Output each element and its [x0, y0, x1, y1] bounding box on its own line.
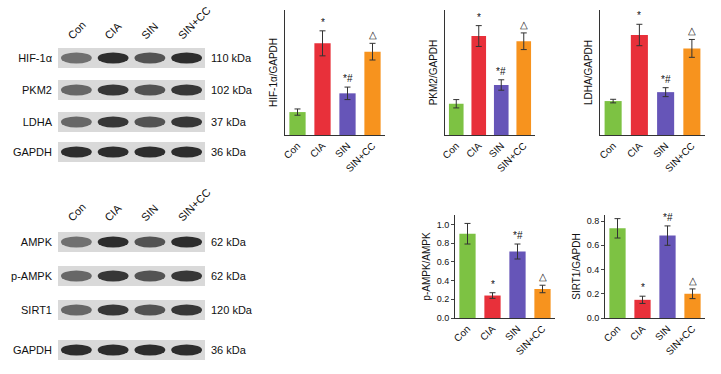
- svg-text:SIN+CC: SIN+CC: [664, 323, 698, 357]
- svg-text:LDHA: LDHA: [23, 116, 53, 128]
- svg-text:p-AMPK/AMPK: p-AMPK/AMPK: [421, 232, 432, 301]
- svg-text:SIN: SIN: [487, 140, 507, 160]
- svg-text:36 kDa: 36 kDa: [211, 344, 247, 356]
- svg-text:SIN+CC: SIN+CC: [344, 140, 378, 174]
- svg-text:62 kDa: 62 kDa: [211, 236, 247, 248]
- svg-text:HIF-1α: HIF-1α: [18, 52, 53, 64]
- svg-text:*: *: [477, 12, 481, 23]
- svg-text:*#: *#: [661, 74, 671, 85]
- svg-text:0.4: 0.4: [437, 276, 450, 286]
- svg-text:*: *: [491, 279, 495, 290]
- svg-text:SIN: SIN: [653, 323, 673, 343]
- svg-text:0.0: 0.0: [587, 313, 600, 323]
- svg-text:CIA: CIA: [102, 201, 124, 223]
- svg-text:Con: Con: [65, 19, 88, 42]
- svg-text:SIN: SIN: [333, 140, 353, 160]
- svg-text:Con: Con: [597, 140, 618, 161]
- svg-text:Con: Con: [602, 323, 623, 344]
- svg-text:△: △: [688, 25, 696, 36]
- svg-text:GAPDH: GAPDH: [13, 146, 52, 158]
- svg-text:SIN+CC: SIN+CC: [514, 323, 548, 357]
- svg-text:SIN: SIN: [139, 202, 160, 223]
- svg-text:120 kDa: 120 kDa: [211, 304, 253, 316]
- svg-text:0.2: 0.2: [587, 289, 600, 299]
- svg-text:*: *: [641, 282, 645, 293]
- svg-text:CIA: CIA: [478, 323, 498, 343]
- svg-text:0.6: 0.6: [587, 240, 600, 250]
- svg-text:SIN: SIN: [503, 323, 523, 343]
- svg-text:0.8: 0.8: [437, 238, 450, 248]
- svg-text:Con: Con: [452, 323, 473, 344]
- svg-text:0.6: 0.6: [437, 257, 450, 267]
- svg-text:*: *: [321, 17, 325, 28]
- svg-text:p-AMPK: p-AMPK: [11, 270, 53, 282]
- svg-text:0.4: 0.4: [587, 265, 600, 275]
- svg-text:HIF-1α/GAPDH: HIF-1α/GAPDH: [268, 38, 279, 107]
- svg-text:CIA: CIA: [625, 140, 645, 160]
- svg-text:GAPDH: GAPDH: [13, 344, 52, 356]
- svg-text:△: △: [520, 19, 528, 30]
- svg-text:*#: *#: [343, 73, 353, 84]
- svg-text:Con: Con: [282, 140, 303, 161]
- svg-text:CIA: CIA: [464, 140, 484, 160]
- svg-text:SIN+CC: SIN+CC: [495, 140, 529, 174]
- svg-text:*#: *#: [663, 212, 673, 223]
- svg-text:37 kDa: 37 kDa: [211, 116, 247, 128]
- svg-text:1.0: 1.0: [437, 220, 450, 230]
- svg-text:Con: Con: [65, 201, 88, 224]
- svg-text:PKM2: PKM2: [22, 84, 52, 96]
- svg-text:102 kDa: 102 kDa: [211, 84, 253, 96]
- svg-text:36 kDa: 36 kDa: [211, 146, 247, 158]
- svg-text:*#: *#: [496, 66, 506, 77]
- svg-text:0.0: 0.0: [437, 313, 450, 323]
- svg-text:SIN+CC: SIN+CC: [663, 140, 697, 174]
- svg-text:CIA: CIA: [628, 323, 648, 343]
- svg-text:CIA: CIA: [102, 19, 124, 41]
- svg-text:LDHA/GAPDH: LDHA/GAPDH: [583, 40, 594, 105]
- svg-text:Con: Con: [440, 140, 461, 161]
- svg-text:SIN+CC: SIN+CC: [176, 186, 213, 223]
- svg-text:*: *: [637, 10, 641, 21]
- svg-text:62 kDa: 62 kDa: [211, 270, 247, 282]
- svg-text:SIN: SIN: [651, 140, 671, 160]
- svg-text:△: △: [369, 29, 377, 40]
- svg-text:SIRT1/GAPDH: SIRT1/GAPDH: [571, 233, 582, 300]
- svg-text:△: △: [689, 275, 697, 286]
- svg-text:*#: *#: [513, 230, 523, 241]
- svg-text:0.8: 0.8: [587, 216, 600, 226]
- svg-text:CIA: CIA: [308, 140, 328, 160]
- svg-text:SIN: SIN: [139, 20, 160, 41]
- svg-text:SIN+CC: SIN+CC: [176, 4, 213, 41]
- svg-text:AMPK: AMPK: [21, 236, 53, 248]
- svg-text:0.2: 0.2: [437, 294, 450, 304]
- svg-text:110 kDa: 110 kDa: [211, 52, 252, 64]
- svg-text:△: △: [539, 271, 547, 282]
- svg-text:PKM2/GAPDH: PKM2/GAPDH: [428, 40, 439, 106]
- svg-text:SIRT1: SIRT1: [21, 304, 52, 316]
